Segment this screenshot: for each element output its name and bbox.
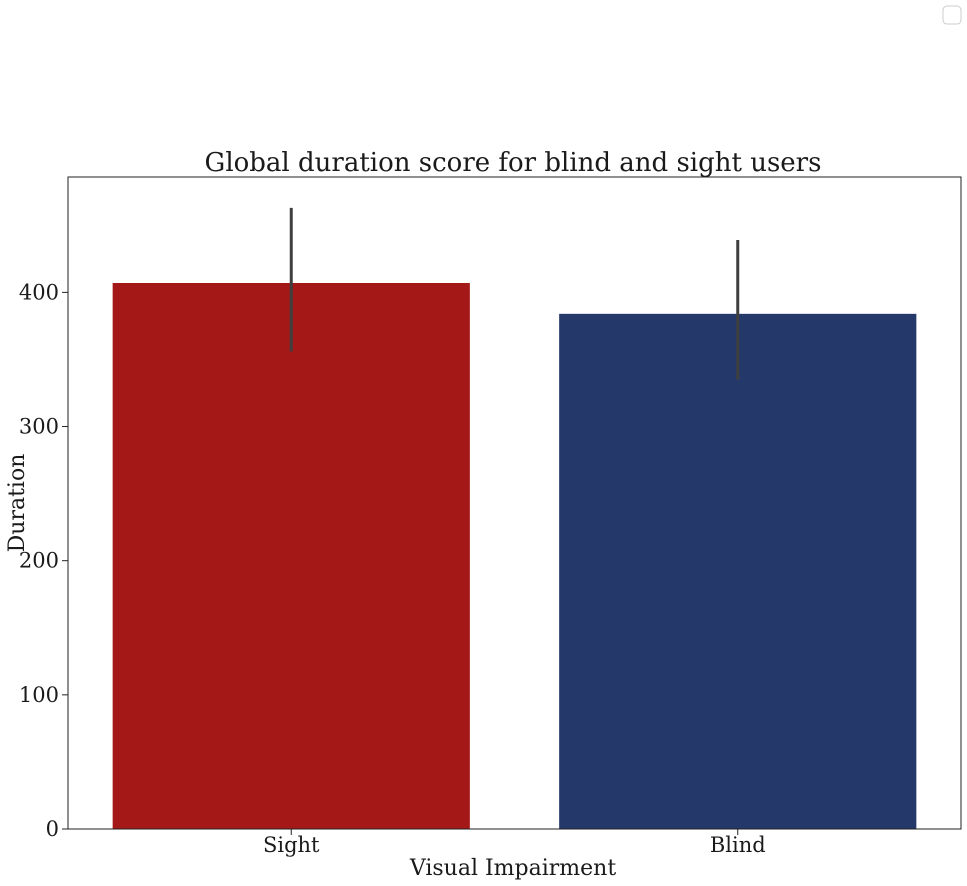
legend-box: [942, 5, 962, 25]
y-tick-label-300: 300: [19, 415, 59, 439]
x-tick-label-blind: Blind: [710, 833, 766, 857]
bars-group: [112, 282, 917, 830]
y-tick-label-200: 200: [19, 549, 59, 573]
error-bars-group: [289, 207, 740, 380]
x-tick-label-sight: Sight: [263, 833, 320, 857]
y-tick-label-400: 400: [19, 280, 59, 304]
y-axis-label: Duration: [5, 454, 30, 553]
chart-title: Global duration score for blind and sigh…: [205, 148, 822, 178]
x-axis-ticks: Sight Blind: [263, 829, 766, 857]
y-tick-label-0: 0: [46, 817, 59, 841]
y-axis-ticks: 0 100 200 300 400: [19, 280, 68, 841]
bar-blind: [559, 313, 917, 830]
x-axis-label: Visual Impairment: [409, 856, 616, 881]
y-tick-label-100: 100: [19, 683, 59, 707]
plot-frame: [67, 176, 962, 830]
bar-sight: [112, 282, 470, 830]
